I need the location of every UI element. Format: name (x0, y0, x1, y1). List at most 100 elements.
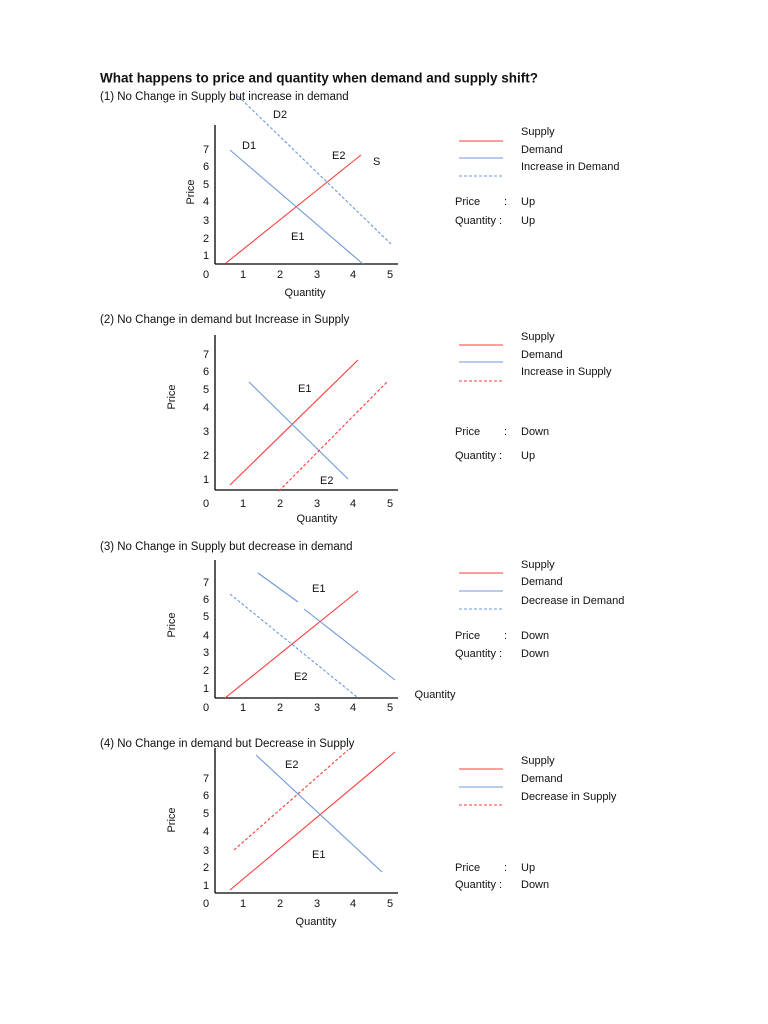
x-tick-label: 1 (240, 702, 246, 714)
x-tick-label: 2 (277, 498, 283, 510)
x-tick-label: 4 (350, 269, 356, 281)
legend-label: Decrease in Demand (521, 595, 624, 607)
x-tick-label: 1 (240, 898, 246, 910)
section-heading: (3) No Change in Supply but decrease in … (100, 541, 353, 553)
y-axis-label: Price (166, 612, 178, 637)
y-axis-label: Price (166, 807, 178, 832)
quantity-result-value: Down (521, 648, 549, 660)
price-result-value: Up (521, 862, 535, 874)
curve-label: D1 (242, 140, 256, 152)
section-heading: (2) No Change in demand but Increase in … (100, 314, 350, 326)
y-tick-label: 0 (203, 498, 209, 510)
price-result-label: Price (455, 196, 480, 208)
colon: : (504, 862, 507, 874)
y-tick-label: 6 (203, 366, 209, 378)
y-tick-label: 4 (203, 196, 209, 208)
diagram-2 (214, 335, 398, 492)
x-tick-label: 2 (277, 898, 283, 910)
y-tick-label: 7 (203, 349, 209, 361)
curve-label: E2 (294, 671, 307, 683)
quantity-result-label: Quantity : (455, 648, 502, 660)
legend-label: Supply (521, 559, 555, 571)
section-heading: (1) No Change in Supply but increase in … (100, 91, 349, 103)
diagram-4 (214, 748, 398, 894)
y-tick-label: 3 (203, 647, 209, 659)
legend-label: Demand (521, 349, 563, 361)
y-tick-label: 7 (203, 144, 209, 156)
y-tick-label: 0 (203, 898, 209, 910)
supply-curve (233, 749, 349, 851)
y-tick-label: 3 (203, 215, 209, 227)
curve-label: E1 (312, 583, 325, 595)
quantity-result-value: Up (521, 450, 535, 462)
y-tick-label: 3 (203, 426, 209, 438)
colon: : (504, 196, 507, 208)
legend-label: Supply (521, 126, 555, 138)
price-result-value: Down (521, 426, 549, 438)
supply-curve (225, 154, 362, 264)
x-tick-label: 5 (387, 498, 393, 510)
y-tick-label: 5 (203, 611, 209, 623)
x-tick-label: 5 (387, 702, 393, 714)
legend-label: Demand (521, 773, 563, 785)
demand-curve (303, 608, 396, 681)
curve-label: E2 (285, 759, 298, 771)
page-title: What happens to price and quantity when … (100, 71, 538, 86)
curve-label: D2 (273, 109, 287, 121)
price-result-value: Up (521, 196, 535, 208)
demand-curve (229, 149, 364, 265)
y-tick-label: 5 (203, 808, 209, 820)
quantity-result-label: Quantity : (455, 450, 502, 462)
x-tick-label: 1 (240, 498, 246, 510)
y-tick-label: 6 (203, 594, 209, 606)
demand-curve (255, 754, 383, 873)
demand-curve (248, 381, 349, 480)
legend-label: Supply (521, 755, 555, 767)
y-tick-label: 5 (203, 384, 209, 396)
y-tick-label: 4 (203, 826, 209, 838)
x-tick-label: 2 (277, 702, 283, 714)
diagram-3 (214, 560, 398, 699)
x-tick-label: 2 (277, 269, 283, 281)
x-axis-label: Quantity (285, 287, 326, 299)
x-tick-label: 1 (240, 269, 246, 281)
y-axis-label: Price (166, 384, 178, 409)
x-axis-label: Quantity (297, 513, 338, 525)
quantity-result-label: Quantity : (455, 879, 502, 891)
quantity-result-value: Down (521, 879, 549, 891)
y-tick-label: 0 (203, 269, 209, 281)
legend-label: Supply (521, 331, 555, 343)
y-tick-label: 2 (203, 233, 209, 245)
quantity-result-value: Up (521, 215, 535, 227)
x-tick-label: 3 (314, 898, 320, 910)
y-tick-label: 1 (203, 474, 209, 486)
quantity-result-label: Quantity : (455, 215, 502, 227)
x-tick-label: 3 (314, 702, 320, 714)
x-tick-label: 5 (387, 269, 393, 281)
y-tick-label: 2 (203, 862, 209, 874)
supply-curve (229, 751, 396, 891)
curve-label: E2 (332, 150, 345, 162)
x-tick-label: 3 (314, 269, 320, 281)
price-result-label: Price (455, 630, 480, 642)
y-tick-label: 5 (203, 179, 209, 191)
x-axis-label: Quantity (415, 689, 456, 701)
colon: : (504, 426, 507, 438)
curve-label: E1 (312, 849, 325, 861)
legend-label: Increase in Demand (521, 161, 619, 173)
price-result-label: Price (455, 426, 480, 438)
demand-curve (257, 572, 299, 603)
y-tick-label: 1 (203, 250, 209, 262)
curve-label: S (373, 156, 380, 168)
x-axis-label: Quantity (296, 916, 337, 928)
supply-curve (229, 359, 359, 486)
y-tick-label: 7 (203, 773, 209, 785)
y-tick-label: 1 (203, 683, 209, 695)
y-tick-label: 6 (203, 790, 209, 802)
y-tick-label: 7 (203, 577, 209, 589)
diagram-1 (214, 95, 398, 265)
demand-curve (237, 95, 393, 246)
supply-curve (278, 380, 389, 492)
y-tick-label: 2 (203, 665, 209, 677)
